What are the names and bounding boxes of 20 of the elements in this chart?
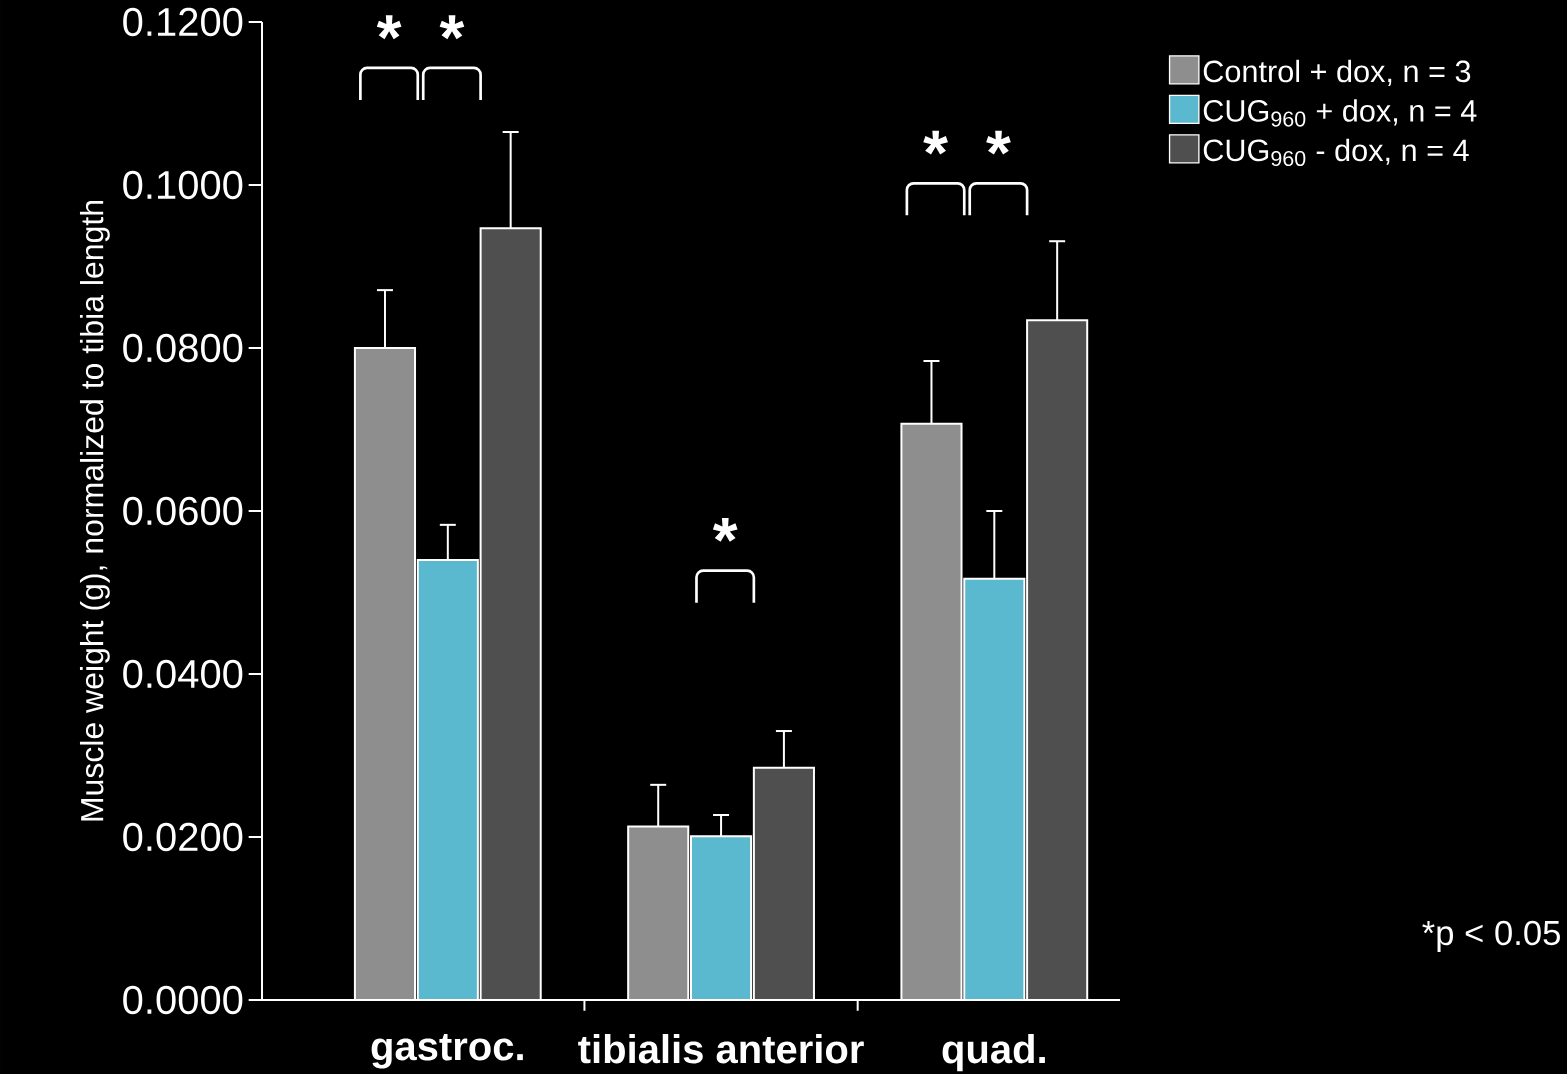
x-tick-label: quad. <box>942 1034 1045 1072</box>
legend-label: CUG$_{960}$ - dox, n = 4 <box>1203 138 1469 167</box>
text: *p < 0.05 <box>1422 920 1560 953</box>
y-tick-label: 0.0200 <box>123 822 243 852</box>
y-tick-label: 0.0800 <box>123 333 243 363</box>
annotation: * <box>439 15 465 40</box>
y-tick-label: 0.0000 <box>123 985 243 1015</box>
legend-label: Control + dox, n = 3 <box>1203 59 1471 86</box>
annotation: * <box>986 130 1011 155</box>
x-tick-label: gastroc. <box>371 1034 523 1069</box>
annotation: * <box>376 15 402 40</box>
y-tick-label: 0.1000 <box>123 170 243 200</box>
annotation: * <box>712 518 738 542</box>
legend-label: CUG$_{960}$ + dox, n = 4 <box>1203 99 1477 127</box>
annotation: * <box>923 130 948 155</box>
y-tick-label: 0.0400 <box>123 659 243 689</box>
y-axis-title: Muscle weight (g), normalized to tibia length <box>79 201 110 821</box>
x-tick-label: tibialis anterior <box>578 1034 864 1064</box>
y-tick-label: 0.1200 <box>123 7 243 37</box>
y-tick-label: 0.0600 <box>123 496 243 526</box>
